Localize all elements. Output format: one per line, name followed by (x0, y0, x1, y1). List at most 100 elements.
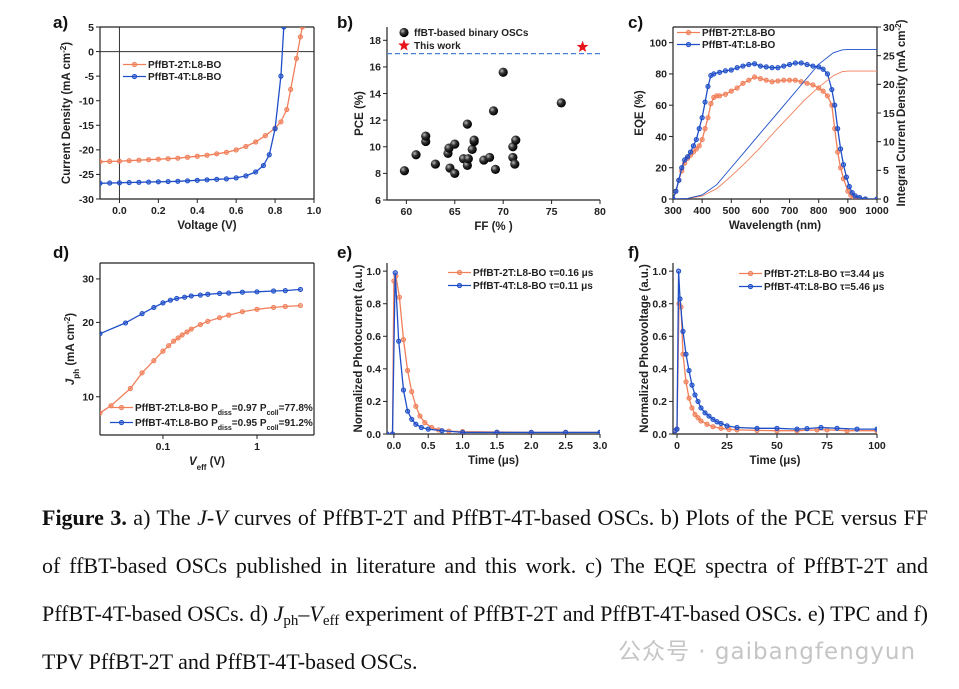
data-point (293, 55, 300, 62)
y-axis-label: Normalized Photovoltage (a.u.) (639, 264, 651, 433)
y-tick-label: 100 (649, 37, 667, 49)
caption-jv: J-V (197, 505, 228, 530)
data-point (843, 174, 850, 180)
data-point (387, 431, 390, 434)
data-point (430, 159, 441, 169)
data-point (488, 106, 499, 116)
legend-label-part: diss (218, 425, 232, 432)
x-tick-label: 1.0 (307, 205, 322, 217)
data-point (184, 154, 191, 160)
data-point (139, 370, 145, 376)
y2-tick-label: 30 (883, 22, 895, 34)
x-tick-label: 0 (674, 440, 680, 452)
data-point (746, 61, 752, 68)
legend-label-part: ffBT-based binary OSCs (414, 28, 529, 39)
data-point (798, 60, 804, 66)
y-axis-label-part: PCE (%) (354, 91, 366, 136)
data-point (757, 63, 764, 69)
x-tick-label: 65 (449, 206, 461, 218)
data-point (856, 194, 863, 199)
data-point (696, 143, 702, 149)
data-point (698, 418, 704, 424)
y-tick-label: 0.4 (366, 364, 381, 376)
data-point (126, 158, 132, 164)
series-line-0 (100, 304, 301, 414)
y-axis-label-part: ph (72, 369, 81, 379)
data-point (769, 65, 775, 71)
data-point (463, 154, 473, 164)
legend-label-part: coll (267, 410, 279, 417)
data-point (155, 179, 161, 185)
legend-marker (118, 419, 125, 426)
y-tick-label: -10 (79, 96, 94, 108)
data-point (711, 71, 717, 77)
x-axis-label: Time (μs) (750, 455, 801, 467)
data-point (702, 410, 708, 416)
legend-entry: PffBT-2T:L8-BO τ=0.16 μs (448, 268, 594, 279)
data-point (781, 63, 787, 69)
legend-label-part: PffBT-2T:L8-BO (702, 28, 776, 39)
data-point (417, 413, 423, 419)
data-point (272, 126, 278, 132)
data-point (705, 83, 711, 90)
data-point (126, 179, 132, 186)
x-tick-label: 50 (771, 440, 783, 452)
data-point (450, 168, 460, 178)
y2-tick-label: 25 (883, 50, 895, 62)
data-point (284, 106, 290, 113)
data-point (576, 40, 589, 52)
x-axis-label: Wavelength (nm) (729, 220, 821, 232)
data-point (686, 395, 692, 401)
data-point (233, 175, 239, 181)
legend-label: PffBT-4T:L8-BO (702, 40, 776, 51)
y-tick-label: 10 (369, 142, 381, 154)
legend-label-part: PffBT-2T:L8-BO τ=3.44 μs (764, 269, 885, 280)
y-tick-label: 0.6 (366, 331, 381, 343)
data-point (682, 157, 688, 163)
legend-label: PffBT-4T:L8-BO τ=0.11 μs (473, 281, 593, 292)
data-point (100, 331, 103, 337)
x-tick-label: 1.0 (455, 440, 470, 452)
data-point (699, 136, 705, 143)
data-point (418, 424, 424, 431)
legend-label: ffBT-based binary OSCs (414, 28, 529, 39)
data-point (673, 188, 679, 194)
data-point (693, 146, 699, 152)
legend-label: PffBT-4T:L8-BO Pdiss=0.95 Pcoll=91.2% (135, 418, 313, 432)
data-point (699, 115, 705, 121)
data-point (175, 178, 181, 184)
legend-label: This work (414, 41, 461, 52)
y2-tick-label: 10 (883, 136, 895, 148)
y-axis-label-part: ) (65, 313, 77, 317)
data-point (746, 77, 752, 83)
legend-entry: PffBT-2T:L8-BO (677, 28, 776, 39)
x-axis-label-part: Time (μs) (468, 455, 519, 467)
data-point (490, 164, 501, 174)
legend-label: PffBT-2T:L8-BO (702, 28, 776, 39)
y-tick-label: 0.6 (652, 331, 667, 343)
data-point (786, 77, 793, 83)
data-point (845, 188, 851, 194)
y-tick-label: 0.0 (652, 429, 667, 441)
data-point (687, 149, 694, 155)
x-axis-label: FF (% ) (474, 221, 512, 233)
data-point (216, 290, 223, 297)
data-point (698, 405, 704, 411)
data-point (728, 67, 734, 73)
data-point (139, 311, 145, 317)
data-point (262, 133, 268, 139)
x-axis-label: Time (μs) (468, 455, 519, 467)
data-point (239, 309, 246, 315)
data-point (692, 411, 698, 418)
data-point (413, 421, 419, 427)
chart-panel-c: c)300 400 500 600 700 800 900 10000204060801000… (628, 13, 908, 232)
legend-marker (131, 73, 138, 80)
y-tick-label: 6 (375, 195, 381, 207)
data-point (266, 152, 272, 158)
data-point (695, 398, 701, 405)
y2-axis-label-part: Integral Current Density (mA cm (896, 31, 908, 207)
data-point (459, 429, 466, 434)
legend-label: PffBT-2T:L8-BO Pdiss=0.97 Pcoll=77.8% (135, 403, 313, 417)
x-tick-label: 500 (723, 205, 741, 217)
y2-tick-label: 0 (883, 194, 889, 206)
